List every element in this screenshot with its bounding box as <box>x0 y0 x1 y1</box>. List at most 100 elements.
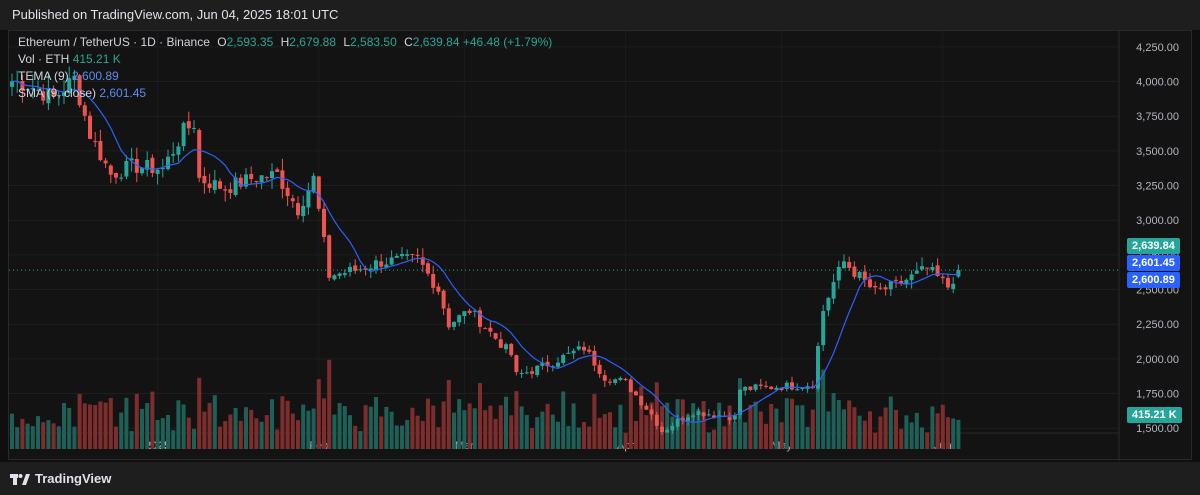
candle-body <box>363 268 368 270</box>
candlestick-chart[interactable]: 4,250.00 4,000.00 3,750.00 3,500.00 3,250.00… <box>9 31 1193 461</box>
volume-bar <box>181 404 186 449</box>
candle-body <box>181 122 186 147</box>
candle-body <box>145 160 150 170</box>
volume-bar <box>935 413 940 449</box>
volume-bar <box>836 400 841 449</box>
candle-body <box>831 282 836 299</box>
candle-body <box>166 156 170 170</box>
volume-bar <box>597 417 602 449</box>
volume-bar <box>244 407 248 449</box>
candle-body <box>30 88 35 90</box>
candle-body <box>119 177 124 179</box>
volume-bar <box>566 426 571 449</box>
volume-bar <box>805 426 810 449</box>
candle-body <box>790 382 794 390</box>
volume-bar <box>316 379 321 449</box>
candle-body <box>82 105 87 116</box>
candle-body <box>212 180 217 190</box>
volume-bar <box>467 403 472 449</box>
volume-bar <box>426 398 430 449</box>
volume-bar <box>472 408 477 449</box>
volume-bar <box>748 404 753 449</box>
chart-pane[interactable]: 4,250.00 4,000.00 3,750.00 3,500.00 3,250.00… <box>8 30 1193 461</box>
volume-bar <box>810 409 815 449</box>
low-value: 2,583.50 <box>350 35 397 49</box>
volume-bar <box>337 402 342 449</box>
candle-body <box>270 171 274 178</box>
candle-body <box>218 181 222 189</box>
legend-volume-row[interactable]: Vol · ETH 415.21 K <box>18 51 552 68</box>
candle-body <box>171 153 176 156</box>
volume-bar <box>30 426 35 449</box>
volume-bar <box>701 401 706 449</box>
candle-body <box>587 349 592 352</box>
candle-body <box>602 375 607 381</box>
volume-bar <box>686 414 690 449</box>
candle-body <box>244 174 248 187</box>
candle-body <box>946 278 950 288</box>
legend-ohlc-row: Ethereum / TetherUS · 1D · Binance O2,59… <box>18 34 552 51</box>
volume-bar <box>254 418 259 449</box>
symbol-label[interactable]: Ethereum / TetherUS · 1D · Binance <box>18 35 210 49</box>
volume-bar <box>103 402 108 449</box>
candle-body <box>779 387 784 391</box>
volume-bar <box>504 396 508 449</box>
candle-body <box>509 343 514 356</box>
candle-body <box>618 378 623 380</box>
volume-bar <box>457 399 462 449</box>
volume-bar <box>602 414 607 449</box>
volume-bar <box>462 410 467 449</box>
volume-bar <box>155 420 160 449</box>
candle-body <box>576 346 581 350</box>
candle-body <box>488 327 493 332</box>
volume-bar <box>405 420 410 449</box>
volume-bar <box>784 398 789 449</box>
price-tick-label: 2,000.00 <box>1136 354 1179 366</box>
candle-body <box>821 311 826 346</box>
volume-bar <box>119 412 124 449</box>
legend-tema-row[interactable]: TEMA (9) 2,600.89 <box>18 68 552 85</box>
volume-bar <box>108 397 113 449</box>
volume-bar <box>420 420 425 449</box>
price-tick-label: 1,750.00 <box>1136 389 1179 401</box>
volume-bar <box>665 402 670 449</box>
candle-body <box>888 281 893 290</box>
volume-bar <box>306 410 311 449</box>
candle-body <box>727 417 732 421</box>
tema-label: TEMA (9) <box>18 69 69 83</box>
volume-bar <box>883 407 888 449</box>
volume-bar <box>914 412 919 449</box>
candle-body <box>935 265 940 277</box>
legend-sma-row[interactable]: SMA (9, close) 2,601.45 <box>18 85 552 102</box>
candle-body <box>98 141 103 161</box>
candle-body <box>493 333 498 339</box>
volume-bar <box>696 409 701 449</box>
volume-bar <box>894 409 898 449</box>
volume-bar <box>88 404 92 449</box>
candle-body <box>524 372 529 374</box>
candle-body <box>446 308 451 328</box>
candle-body <box>472 310 477 312</box>
volume-bar <box>717 402 722 449</box>
candle-body <box>62 92 66 97</box>
volume-bar <box>290 413 295 449</box>
candle-body <box>665 429 670 433</box>
candle-body <box>644 405 649 410</box>
volume-bar <box>249 409 254 449</box>
open-key: O <box>217 35 227 49</box>
volume-bar <box>649 402 654 449</box>
candle-body <box>72 75 77 80</box>
volume-bar <box>280 396 285 449</box>
sma-line <box>11 80 959 423</box>
candle-body <box>290 198 295 202</box>
volume-bar <box>36 416 40 449</box>
tradingview-logo[interactable]: TradingView <box>10 471 111 486</box>
volume-bar <box>186 417 191 449</box>
candle-body <box>478 310 482 327</box>
volume-bar <box>587 426 592 449</box>
candle-body <box>498 339 503 348</box>
candle-body <box>467 310 472 313</box>
candle-body <box>20 81 25 91</box>
volume-bar <box>888 396 893 449</box>
candle-body <box>160 168 165 170</box>
